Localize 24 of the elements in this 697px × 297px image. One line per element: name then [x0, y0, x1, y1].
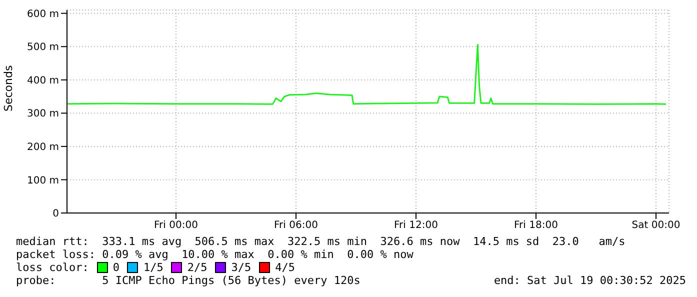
line-series: [67, 44, 667, 105]
y-tick-label: 400 m: [26, 75, 59, 86]
x-tick-label: Fri 06:00: [274, 220, 318, 232]
text: end: Sat Jul 19 00:30:52 2025: [494, 274, 686, 287]
text: packet loss: 0.09 % avg 10.00 % max 0.00 % min 0.00 % now: [16, 248, 414, 261]
y-axis-title: Seconds: [2, 65, 15, 112]
x-tick-label: Sat 00:00: [632, 220, 680, 232]
text: 0: [112, 261, 120, 274]
x-tick-label: Fri 18:00: [514, 220, 558, 232]
y-tick-label: 0: [52, 208, 59, 220]
y-tick-label: 300 m: [26, 108, 59, 120]
y-tick-label: 500 m: [26, 42, 59, 54]
x-tick-label: Fri 12:00: [394, 220, 438, 232]
text: 2/5: [187, 261, 208, 274]
text: 4/5: [275, 261, 295, 274]
text: 3/5: [231, 261, 252, 274]
text: probe: 5 ICMP Echo Pings (56 Bytes) every 120s: [16, 274, 360, 287]
text: median rtt: 333.1 ms avg 506.5 ms max 322.5 ms min 326.6 ms now 14.5 ms sd 23.0 am/s: [16, 235, 626, 248]
text: 1/5: [143, 261, 164, 274]
text: loss color:: [16, 261, 89, 274]
y-tick-label: 600 m: [26, 8, 59, 20]
y-tick-label: 200 m: [26, 142, 59, 153]
x-tick-label: Fri 00:00: [154, 220, 198, 232]
y-tick-label: 100 m: [26, 175, 59, 186]
